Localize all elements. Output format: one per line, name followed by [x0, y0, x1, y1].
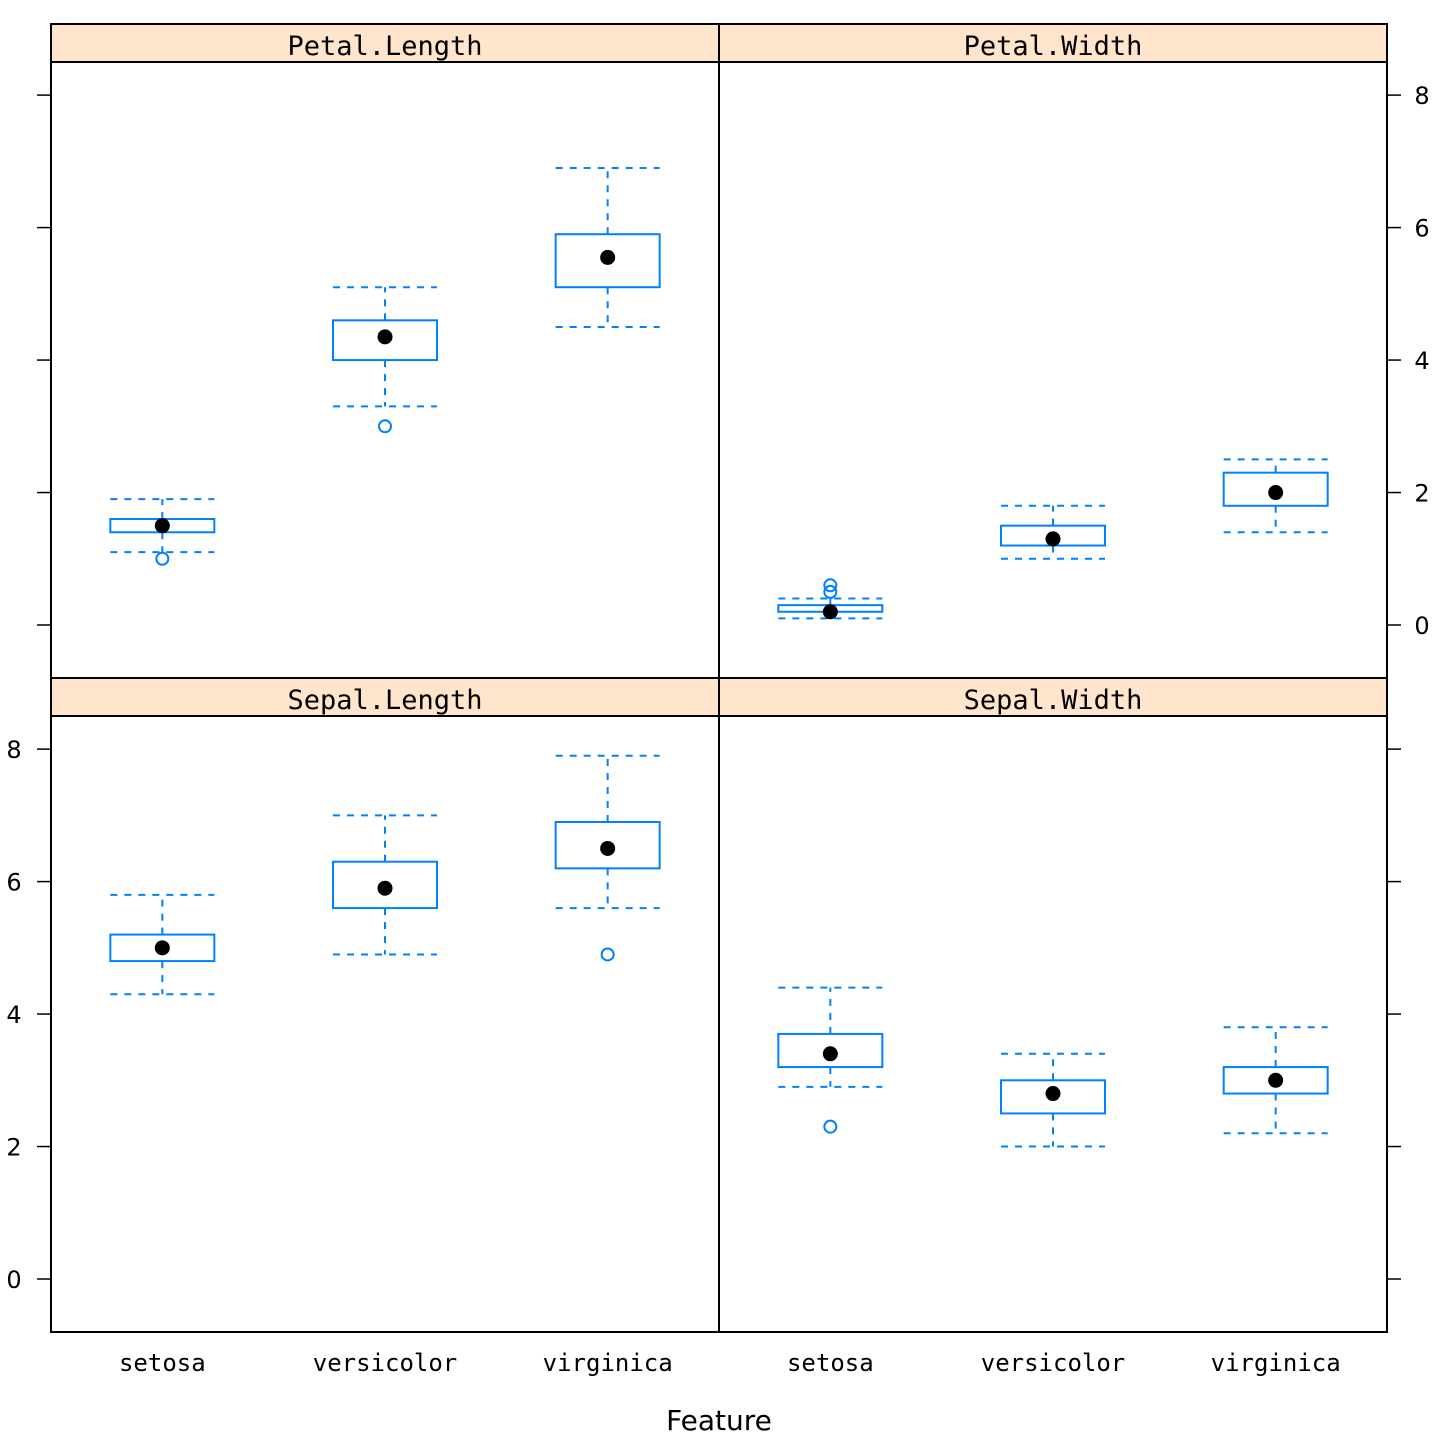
box-petal-length-versicolor	[332, 286, 438, 434]
y-tick-label: 4	[1414, 347, 1429, 375]
panel-petal-length: Petal.Length	[37, 23, 720, 679]
iqr-box	[109, 933, 216, 963]
box-sepal-width-versicolor	[1000, 1052, 1106, 1148]
iqr-box	[332, 319, 438, 362]
panel-petal-width: Petal.Width 0 2 4 6 8	[718, 23, 1430, 679]
median-point	[822, 604, 838, 620]
box-petal-width-versicolor	[1000, 504, 1106, 560]
box-petal-width-virginica	[1222, 458, 1329, 534]
median-point	[1268, 485, 1284, 501]
iqr-box	[554, 820, 661, 870]
box-petal-length-setosa	[109, 498, 216, 566]
box-sepal-width-setosa	[777, 986, 884, 1134]
median-point	[600, 249, 616, 265]
strip-label-sepal-width: Sepal.Width	[964, 685, 1143, 716]
outlier-point	[378, 419, 392, 434]
median-point	[1268, 1072, 1284, 1088]
x-tick-label-setosa: setosa	[119, 1349, 206, 1377]
outlier-point	[823, 578, 838, 593]
box-sepal-length-setosa	[109, 893, 216, 996]
x-tick-label-setosa: setosa	[787, 1349, 874, 1377]
median-point	[154, 940, 170, 956]
outlier-point	[155, 551, 170, 566]
iqr-box	[1222, 471, 1329, 507]
panels-layer: Petal.Length Petal.Width02468Sepal.Length…	[6, 23, 1430, 1377]
y-tick-label: 6	[6, 869, 21, 897]
iqr-box	[554, 233, 661, 289]
panel-frame-sepal-length	[50, 715, 720, 1333]
panel-frame-petal-length	[50, 61, 720, 679]
median-point	[377, 880, 393, 896]
panel-frame-petal-width	[718, 61, 1388, 679]
box-sepal-length-versicolor	[332, 814, 438, 956]
strip-label-petal-width: Petal.Width	[964, 31, 1143, 62]
box-sepal-length-virginica	[554, 754, 661, 962]
y-tick-label: 0	[6, 1266, 21, 1294]
x-axis-title: Feature	[666, 1404, 772, 1436]
y-tick-label: 2	[6, 1134, 21, 1162]
y-tick-label: 6	[1414, 215, 1429, 243]
median-point	[154, 518, 170, 534]
strip-sepal-width	[718, 677, 1388, 717]
iqr-box	[777, 1032, 884, 1069]
iqr-box	[332, 860, 438, 910]
x-tick-label-virginica: virginica	[543, 1349, 673, 1377]
y-tick-label: 8	[6, 736, 21, 764]
y-tick-label: 4	[6, 1001, 21, 1029]
strip-label-sepal-length: Sepal.Length	[287, 685, 482, 716]
y-tick-label: 2	[1414, 480, 1429, 508]
outlier-point	[823, 584, 838, 599]
median-point	[1045, 531, 1061, 547]
strip-sepal-length	[50, 677, 720, 717]
y-tick-label: 8	[1414, 82, 1429, 110]
outlier-point	[823, 1119, 838, 1134]
x-tick-label-virginica: virginica	[1211, 1349, 1341, 1377]
box-petal-length-virginica	[554, 166, 661, 328]
iqr-box	[1222, 1066, 1329, 1095]
x-tick-label-versicolor: versicolor	[981, 1349, 1126, 1377]
panel-frame-sepal-width	[718, 715, 1388, 1333]
panel-sepal-length: Sepal.Length 0 2 4 6 8 setosa versicolor virgini…	[6, 677, 720, 1377]
strip-label-petal-length: Petal.Length	[287, 31, 482, 62]
box-sepal-width-virginica	[1222, 1026, 1329, 1135]
strip-petal-length	[50, 23, 720, 63]
panel-sepal-width: Sepal.Width setosa versicolor virginica	[718, 677, 1401, 1377]
median-point	[1045, 1086, 1061, 1102]
y-tick-label: 0	[1414, 612, 1429, 640]
median-point	[377, 329, 393, 345]
x-tick-label-versicolor: versicolor	[313, 1349, 458, 1377]
median-point	[600, 840, 616, 856]
iqr-box	[1000, 1079, 1106, 1115]
box-petal-width-setosa	[777, 578, 884, 620]
outlier-point	[600, 947, 615, 962]
median-point	[822, 1046, 838, 1062]
